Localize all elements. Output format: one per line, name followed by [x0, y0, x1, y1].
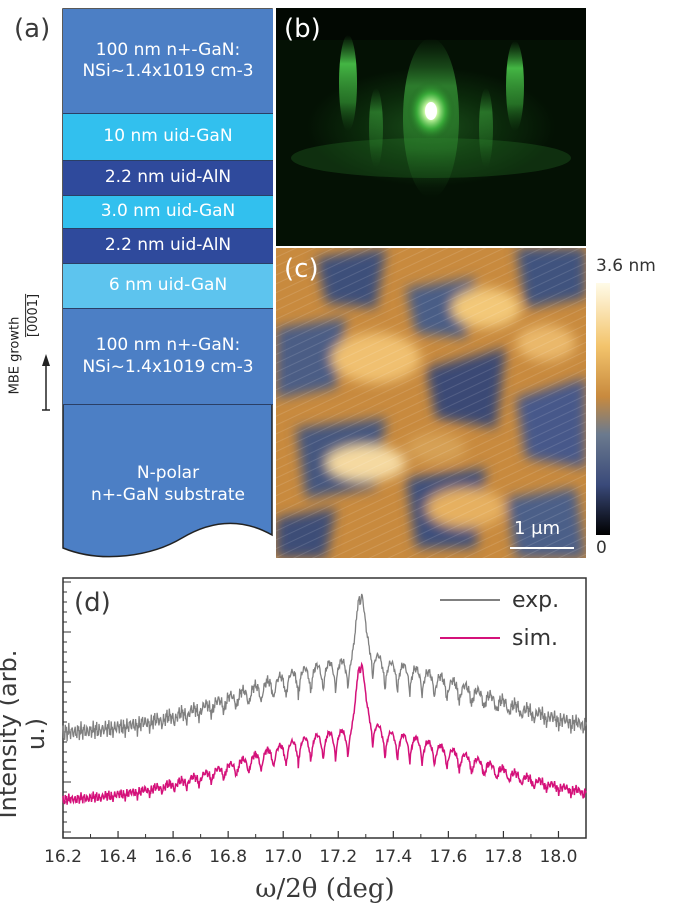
- plot-frame: [62, 577, 587, 839]
- layer-line-1: N-polar: [136, 463, 200, 484]
- series-sim-line: [62, 661, 587, 805]
- layer-line-1: 2.2 nm uid-AlN: [104, 235, 232, 256]
- growth-annotation: MBE growth [0001]: [7, 294, 62, 420]
- legend-label-1: exp.: [512, 588, 559, 613]
- layer-8: N-polar n+-GaN substrate: [63, 404, 273, 564]
- legend-label-2: sim.: [512, 626, 558, 651]
- afm-map: [276, 248, 586, 558]
- layer-line-1: 3.0 nm uid-GaN: [100, 201, 236, 222]
- layer-line-2: NSi~1.4x1019 cm-3: [82, 356, 254, 377]
- panel-c-label: (c): [284, 254, 319, 284]
- colorbar: [596, 283, 610, 535]
- afm-image: 1 μm: [276, 248, 586, 558]
- layer-4: 3.0 nm uid-GaN: [63, 195, 273, 228]
- x-axis-label: ω/2θ (deg): [255, 874, 395, 904]
- y-axis-label: Intensity (arb. u.): [0, 649, 50, 819]
- xrd-chart: 16.2 16.4 16.6 16.8 17.0 17.2 17.4 17.6 17.8 18.0…: [44, 577, 587, 867]
- panel-a-label: (a): [14, 14, 51, 44]
- layer-line-1: 100 nm n+-GaN:: [95, 335, 241, 356]
- x-tick-label: 16.6: [154, 847, 192, 867]
- layer-line-1: 6 nm uid-GaN: [108, 275, 228, 296]
- panel-b-label: (b): [284, 14, 321, 44]
- colorbar-min-label: 0: [596, 538, 607, 558]
- layer-line-2: NSi~1.4x1019 cm-3: [82, 61, 254, 81]
- x-tick-label: 16.8: [209, 847, 247, 867]
- colorbar-max-label: 3.6 nm: [596, 256, 656, 276]
- layer-3: 2.2 nm uid-AlN: [63, 160, 273, 195]
- panel-d-label: (d): [74, 588, 111, 618]
- rheed-pattern: [276, 8, 586, 198]
- layer-7: 100 nm n+-GaN: NSi~1.4x1019 cm-3: [63, 308, 273, 404]
- layer-1: 100 nm n+-GaN: NSi~1.4x1019 cm-3: [63, 9, 273, 113]
- layer-line-2: n+-GaN substrate: [91, 484, 245, 505]
- layer-line-1: 2.2 nm uid-AlN: [104, 167, 232, 188]
- x-tick-label: 17.2: [319, 847, 357, 867]
- layer-2: 10 nm uid-GaN: [63, 113, 273, 160]
- layer-line-1: 10 nm uid-GaN: [103, 126, 233, 147]
- x-tick-label: 17.4: [374, 847, 412, 867]
- x-tick-label: 16.4: [99, 847, 137, 867]
- scalebar-label: 1 μm: [514, 518, 561, 539]
- layer-6: 6 nm uid-GaN: [63, 263, 273, 308]
- x-tick-label: 17.6: [429, 847, 467, 867]
- series-exp-line: [62, 593, 587, 742]
- layer-5: 2.2 nm uid-AlN: [63, 228, 273, 263]
- x-tick-label: 16.2: [44, 847, 82, 867]
- layer-stack: 100 nm n+-GaN: NSi~1.4x1019 cm-3 10 nm uid…: [62, 8, 274, 563]
- layer-line-1: 100 nm n+-GaN:: [95, 39, 241, 60]
- growth-arrow: [42, 354, 50, 411]
- rheed-image: [276, 8, 586, 246]
- x-tick-label: 17.0: [264, 847, 302, 867]
- x-tick-label: 17.8: [484, 847, 522, 867]
- x-tick-label: 18.0: [540, 847, 578, 867]
